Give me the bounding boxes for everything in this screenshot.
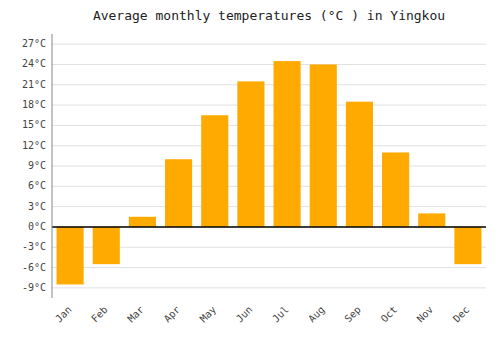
grid-line (52, 64, 486, 65)
x-tick-label: Mar (125, 304, 146, 325)
bar (165, 159, 192, 227)
x-tick-label: Sep (342, 304, 363, 325)
bar (418, 213, 445, 227)
x-tick-label: Nov (415, 304, 436, 325)
x-tick-label: Oct (379, 304, 400, 325)
x-tick-label: Apr (162, 304, 183, 325)
grid-line (52, 145, 486, 146)
y-tick-label: -6°C (22, 262, 46, 273)
page: {"chart_data": {"type": "bar", "title": … (0, 0, 500, 350)
grid-line (52, 226, 486, 227)
bar (129, 217, 156, 227)
grid-line (52, 287, 486, 288)
chart-svg: -9°C -6°C -3°C 0°C 3°C 6°C 9°C 12°C 15°C 18°C 21°C… (0, 0, 500, 350)
y-tick-label: 24°C (22, 58, 46, 69)
x-tick-label: Jan (53, 304, 74, 325)
chart-container: -9°C -6°C -3°C 0°C 3°C 6°C 9°C 12°C 15°C 18°C 21°C… (0, 0, 500, 350)
grid-line (52, 186, 486, 187)
grid-line (52, 44, 486, 45)
y-tick-label: -9°C (22, 282, 46, 293)
grid-line (52, 105, 486, 106)
x-tick-label: Jul (270, 304, 291, 325)
zero-line (52, 226, 486, 228)
y-tick-label: 3°C (28, 201, 46, 212)
y-ticks: -9°C -6°C -3°C 0°C 3°C 6°C 9°C 12°C 15°C 18°C 21°C… (22, 38, 46, 293)
bar (382, 152, 409, 226)
bar (201, 115, 228, 227)
y-tick-label: 27°C (22, 38, 46, 49)
y-axis-line (52, 34, 53, 298)
grid-line (52, 267, 486, 268)
grid (52, 44, 486, 288)
bar (310, 64, 337, 226)
y-tick-label: 21°C (22, 79, 46, 90)
y-tick-label: 12°C (22, 140, 46, 151)
grid-line (52, 206, 486, 207)
bar (454, 227, 481, 264)
grid-line (52, 125, 486, 126)
grid-line (52, 84, 486, 85)
grid-line (52, 166, 486, 167)
bar (57, 227, 84, 285)
y-tick-label: 9°C (28, 160, 46, 171)
title: Average monthly temperatures (°C ) in Yi… (93, 8, 445, 23)
y-tick-label: -3°C (22, 241, 46, 252)
x-tick-label: Aug (306, 304, 327, 325)
x-tick-label: Jun (234, 304, 255, 325)
x-ticks: Jan Feb Mar Apr May Jun Jul Aug Sep Oct Nov Dec (53, 304, 471, 325)
x-tick-label: Dec (451, 304, 472, 325)
bars (57, 61, 482, 284)
bar (93, 227, 120, 264)
y-tick-label: 6°C (28, 180, 46, 191)
y-tick-label: 15°C (22, 119, 46, 130)
bar (274, 61, 301, 227)
bar (346, 102, 373, 227)
x-tick-label: Feb (89, 304, 110, 325)
x-tick-label: May (198, 304, 219, 325)
y-tick-label: 18°C (22, 99, 46, 110)
bar (237, 81, 264, 227)
y-tick-label: 0°C (28, 221, 46, 232)
